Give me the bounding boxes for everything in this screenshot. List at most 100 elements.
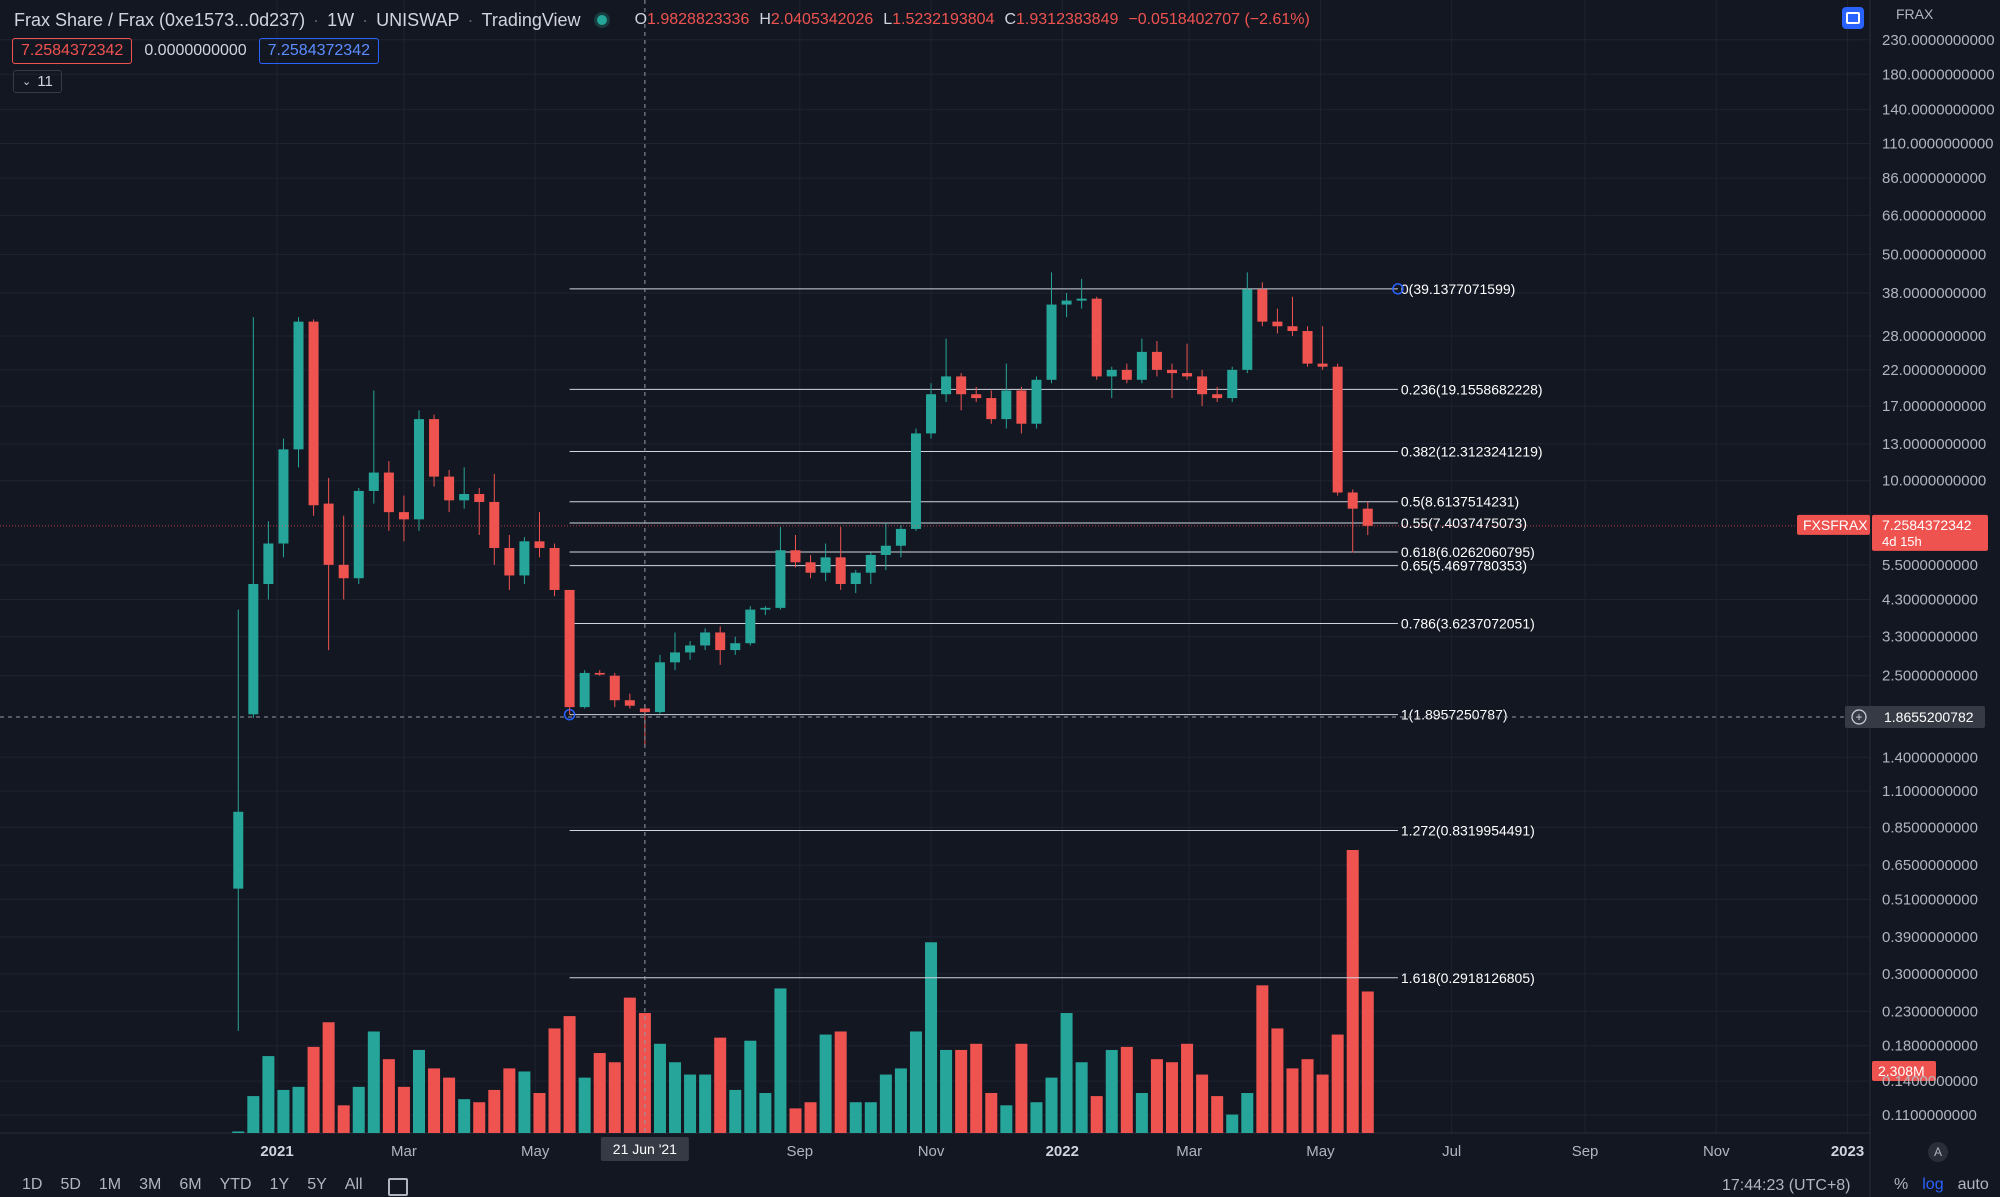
price-tick-label: 230.0000000000 [1882, 32, 1995, 49]
interval-label[interactable]: 1W [327, 9, 355, 30]
compare-icon[interactable] [1842, 7, 1864, 29]
timeframe-1y[interactable]: 1Y [269, 1176, 290, 1193]
timeframe-1m[interactable]: 1M [98, 1176, 122, 1193]
price-tick-label: 0.6500000000 [1882, 857, 1978, 874]
volume-bar [458, 1099, 471, 1133]
timeframe-1d[interactable]: 1D [22, 1176, 43, 1193]
candle-body [248, 583, 259, 715]
volume-bar [1196, 1074, 1209, 1133]
candle-body [1317, 363, 1328, 367]
candle-body [715, 632, 726, 651]
timeframe-all[interactable]: All [344, 1176, 363, 1193]
separator-dot: · [467, 9, 474, 30]
high-value: 2.0405342026 [770, 11, 874, 28]
volume-bar [1241, 1093, 1254, 1133]
price-tick-label: 86.0000000000 [1882, 170, 1986, 187]
source-label: TradingView [481, 9, 581, 30]
log-scale-button[interactable]: log [1922, 1176, 1944, 1193]
volume-bar [955, 1049, 968, 1133]
time-tick-label: 2021 [260, 1143, 293, 1160]
percent-scale-button[interactable]: % [1894, 1176, 1909, 1193]
candle-body [429, 419, 440, 477]
volume-bar [292, 1086, 305, 1133]
timeframe-3m[interactable]: 3M [139, 1176, 162, 1193]
calendar-icon[interactable] [388, 1178, 408, 1196]
fib-level-label: 1(1.8957250787) [1401, 707, 1508, 723]
price-tick-label: 0.2300000000 [1882, 1003, 1978, 1020]
volume-bar [1361, 991, 1374, 1133]
volume-bar [1331, 1034, 1344, 1133]
sell-price-button[interactable]: 7.2584372342 [12, 38, 133, 64]
fib-level-label: 0.55(7.4037475073) [1401, 515, 1527, 531]
candles [233, 272, 1373, 1031]
volume-bar [1120, 1046, 1133, 1133]
bid-ask-row: 7.2584372342 0.0000000000 7.2584372342 [12, 38, 379, 64]
plus-circle-icon [1851, 709, 1867, 725]
candle-body [459, 494, 470, 501]
candle-body [1031, 379, 1042, 424]
volume-bars [232, 850, 1374, 1133]
low-label: L [883, 11, 893, 28]
candle-body [941, 376, 952, 395]
price-tick-label: 110.0000000000 [1882, 136, 1994, 153]
price-tick-label: 66.0000000000 [1882, 207, 1986, 224]
market-status-icon[interactable] [596, 15, 607, 25]
candle-body [1182, 373, 1193, 377]
price-tick-label: 0.3900000000 [1882, 929, 1978, 946]
price-tick-label: 10.0000000000 [1882, 473, 1986, 490]
volume-bar [970, 1043, 983, 1133]
candle-body [971, 394, 982, 399]
chevron-down-icon: ⌄ [22, 76, 32, 88]
candle-body [670, 652, 681, 663]
price-tick-label: 140.0000000000 [1882, 102, 1995, 119]
volume-value-tag [1872, 1061, 1936, 1081]
auto-scale-button[interactable]: A [1928, 1142, 1948, 1162]
time-tick-label: 2022 [1046, 1143, 1079, 1160]
volume-bar [1060, 1013, 1073, 1133]
candle-body [353, 490, 364, 579]
open-label: O [634, 11, 648, 28]
candle-body [1227, 369, 1238, 399]
volume-bar [819, 1034, 832, 1133]
indicators-count: 11 [37, 73, 53, 90]
indicators-toggle[interactable]: ⌄ 11 [13, 70, 62, 93]
time-tick-label: 2023 [1831, 1143, 1864, 1160]
candle-body [926, 394, 937, 434]
symbol-title[interactable]: Frax Share / Frax (0xe1573...0d237) [14, 9, 306, 30]
scale-buttons: % log auto [1894, 1176, 1989, 1194]
volume-bar [337, 1105, 350, 1133]
volume-bar [412, 1049, 425, 1133]
price-tick-label: 5.5000000000 [1882, 557, 1978, 574]
fib-level-label: 1.272(0.8319954491) [1401, 822, 1535, 838]
price-tick-label: 50.0000000000 [1882, 246, 1986, 263]
candle-body [413, 419, 424, 520]
candle-body [594, 672, 605, 675]
clock[interactable]: 17:44:23 (UTC+8) [1722, 1177, 1851, 1194]
timeframe-6m[interactable]: 6M [179, 1176, 202, 1193]
buy-price-button[interactable]: 7.2584372342 [258, 38, 379, 64]
candle-body [489, 501, 500, 548]
candle-body [1046, 304, 1057, 380]
timeframe-ytd[interactable]: YTD [219, 1176, 252, 1193]
volume-bar [744, 1040, 757, 1133]
plus-icon: + [1855, 710, 1862, 724]
time-tick-label: Mar [391, 1143, 417, 1160]
time-tick-label: Sep [1572, 1143, 1599, 1160]
price-tick-label: 0.1400000000 [1882, 1073, 1978, 1090]
time-tick-label: May [521, 1143, 550, 1160]
fibonacci-retracement: 0(39.1377071599) 0.236(19.1558682228) 0.38… [563, 281, 1543, 986]
candle-body [1076, 298, 1087, 301]
volume-bar [804, 1102, 817, 1133]
volume-bar [578, 1077, 591, 1133]
price-tick-label: 1.4000000000 [1882, 749, 1978, 766]
timeframe-5y[interactable]: 5Y [307, 1176, 327, 1193]
candle-body [398, 512, 409, 520]
volume-bar [1135, 1093, 1148, 1133]
candle-body [278, 449, 289, 544]
candle-body [745, 609, 756, 644]
timeframe-5d[interactable]: 5D [60, 1176, 81, 1193]
bar-countdown: 4d 15h [1882, 534, 1922, 549]
auto-scale-toggle[interactable]: auto [1957, 1176, 1989, 1193]
crosshair-price: 1.8655200782 [1884, 709, 1974, 725]
